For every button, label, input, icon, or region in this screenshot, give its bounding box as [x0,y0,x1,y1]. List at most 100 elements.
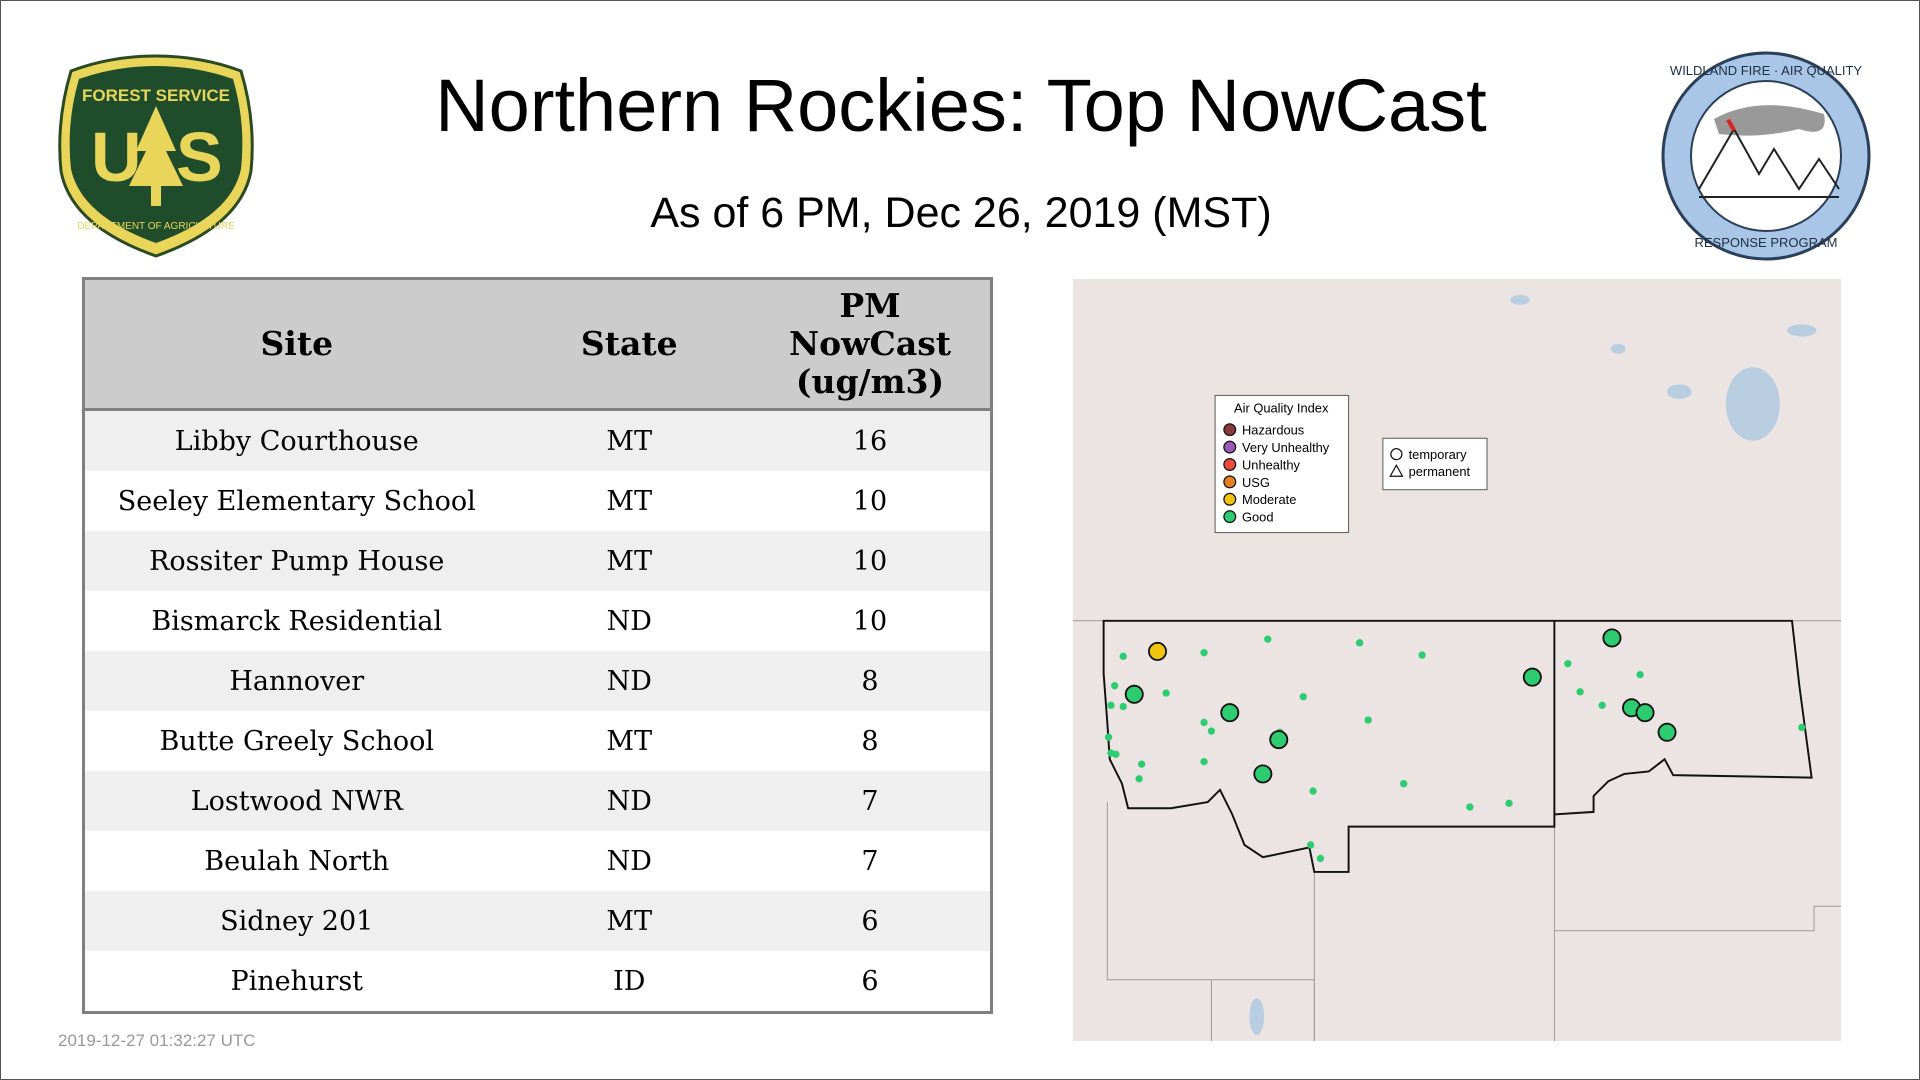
monitor-dot-small[interactable] [1112,750,1120,759]
monitor-dot-small[interactable] [1200,758,1208,766]
monitor-dot-small[interactable] [1400,780,1408,788]
monitor-dot-good[interactable] [1657,722,1677,742]
monitor-dot-good[interactable] [1269,730,1289,750]
table-row: Butte Greely School MT 8 [83,711,992,771]
page-subtitle: As of 6 PM, Dec 26, 2019 (MST) [650,189,1272,237]
cell-pm: 10 [750,471,992,531]
column-header-pm: PM NowCast (ug/m3) [750,278,992,411]
monitor-dot-small[interactable] [1200,718,1208,727]
table-row: Beulah North ND 7 [83,831,992,891]
monitor-dot-small[interactable] [1119,652,1127,660]
legend-swatch-usg [1223,475,1237,489]
monitor-dot-small[interactable] [1137,760,1146,768]
monitor-dot-good[interactable] [1220,703,1240,723]
cell-site: Pinehurst [83,951,509,1013]
monitor-dot-good[interactable] [1253,764,1273,784]
column-header-state: State [508,278,750,411]
lakes [1249,294,1817,1035]
cell-pm: 7 [750,771,992,831]
svg-text:S: S [176,118,223,196]
legend-label: Moderate [1242,492,1296,507]
cell-pm: 6 [750,891,992,951]
monitor-dot-good[interactable] [1635,703,1655,723]
cell-site: Sidney 201 [83,891,509,951]
monitor-dot-small[interactable] [1110,682,1119,690]
cell-site: Libby Courthouse [83,409,509,471]
region-outline [1102,619,1813,873]
temporary-circle-icon [1390,448,1403,461]
monitor-dot-small[interactable] [1309,787,1317,795]
monitor-dot-small[interactable] [1207,727,1216,735]
monitor-dot-small[interactable] [1355,639,1364,647]
table-row: Rossiter Pump House MT 10 [83,531,992,591]
monitor-dot-small[interactable] [1598,701,1606,710]
column-header-site: Site [83,278,509,411]
generated-timestamp: 2019-12-27 01:32:27 UTC [58,1031,256,1050]
legend-title: Air Quality Index [1234,401,1329,416]
monitor-dot-small[interactable] [1316,854,1325,863]
cell-pm: 8 [750,711,992,771]
monitor-dot-small[interactable] [1466,803,1474,811]
legend-label: Very Unhealthy [1242,440,1330,455]
cell-site: Beulah North [83,831,509,891]
monitor-dot-small[interactable] [1119,702,1127,711]
monitor-dot-small[interactable] [1576,688,1584,696]
monitor-dot-small[interactable] [1299,693,1307,701]
table-header: Site State PM NowCast (ug/m3) [83,278,992,411]
legend-permanent: permanent [1409,464,1471,479]
page-title: Northern Rockies: Top NowCast [435,64,1487,147]
aqi-map: Air Quality Index Hazardous Very Unhealth… [1073,279,1841,1041]
monitor-dot-good[interactable] [1124,684,1144,704]
legend-label: Hazardous [1242,423,1304,438]
monitor-dot-small[interactable] [1135,775,1143,783]
monitor-dot-small[interactable] [1104,733,1113,741]
cell-state: MT [508,409,750,471]
cell-state: MT [508,531,750,591]
cell-state: MT [508,471,750,531]
legend-label: Good [1242,510,1273,525]
monitor-dot-good[interactable] [1522,667,1542,687]
table-row: Libby Courthouse MT 16 [83,409,992,471]
monitor-dot-small[interactable] [1200,648,1208,657]
monitor-dot-small[interactable] [1636,671,1644,679]
cell-pm: 16 [750,409,992,471]
permanent-triangle-icon [1389,463,1404,477]
cell-state: MT [508,711,750,771]
cell-pm: 7 [750,831,992,891]
cell-state: ND [508,651,750,711]
svg-text:RESPONSE PROGRAM: RESPONSE PROGRAM [1694,235,1837,250]
table-row: Sidney 201 MT 6 [83,891,992,951]
svg-text:WILDLAND FIRE · AIR QUALITY: WILDLAND FIRE · AIR QUALITY [1670,63,1862,78]
legend-temporary: temporary [1409,447,1467,462]
legend-swatch-very-unhealthy [1223,440,1237,454]
monitor-dot-small[interactable] [1107,701,1115,710]
monitor-dot-small[interactable] [1364,716,1372,724]
legend-label: USG [1242,475,1270,490]
cell-state: ID [508,951,750,1013]
wildland-fire-air-quality-logo: WILDLAND FIRE · AIR QUALITY RESPONSE PRO… [1661,51,1871,261]
monitor-dot-small[interactable] [1564,660,1572,668]
monitor-dot-small[interactable] [1798,723,1806,732]
cell-site: Hannover [83,651,509,711]
forest-service-logo: FOREST SERVICE U S DEPARTMENT OF AGRICUL… [58,54,254,258]
cell-site: Rossiter Pump House [83,531,509,591]
table-row: Pinehurst ID 6 [83,951,992,1013]
monitor-dot-small[interactable] [1264,635,1272,643]
monitor-dot-small[interactable] [1505,799,1513,808]
cell-state: ND [508,591,750,651]
table-row: Seeley Elementary School MT 10 [83,471,992,531]
cell-site: Lostwood NWR [83,771,509,831]
monitor-dots [1104,628,1806,863]
monitor-dot-small[interactable] [1418,651,1426,659]
table-row: Hannover ND 8 [83,651,992,711]
monitor-dot-moderate[interactable] [1148,641,1168,661]
cell-site: Bismarck Residential [83,591,509,651]
table-row: Lostwood NWR ND 7 [83,771,992,831]
monitor-dot-small[interactable] [1306,841,1315,849]
cell-pm: 10 [750,591,992,651]
cell-state: ND [508,831,750,891]
legend-swatch-good [1223,510,1237,524]
monitor-dot-small[interactable] [1162,689,1170,697]
monitor-dot-good[interactable] [1602,628,1622,648]
cell-site: Seeley Elementary School [83,471,509,531]
